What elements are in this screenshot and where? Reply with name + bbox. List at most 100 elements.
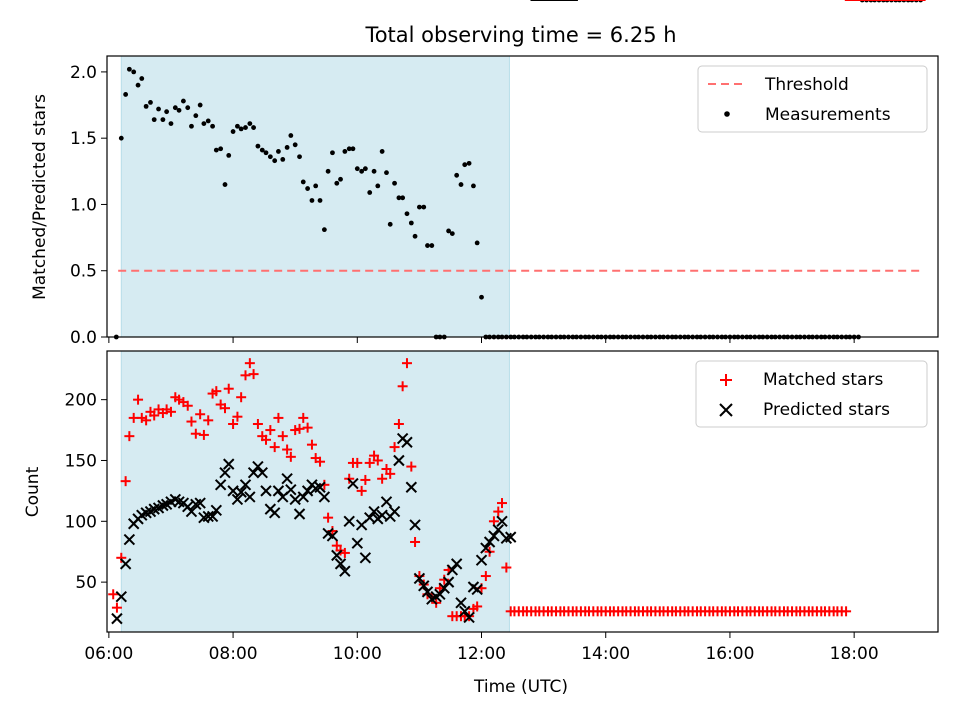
measurement-point	[446, 228, 451, 234]
matched-point	[265, 425, 276, 436]
matched-point	[323, 512, 334, 523]
legend-threshold-label: Threshold	[764, 75, 849, 95]
predicted-point	[293, 508, 306, 520]
measurement-point	[193, 113, 199, 119]
measurement-point	[309, 198, 315, 203]
predicted-point	[235, 486, 247, 498]
measurement-point	[404, 211, 410, 217]
predicted-point	[223, 458, 235, 470]
matched-point	[232, 411, 243, 422]
y-tick-label: 1.0	[70, 195, 97, 215]
measurement-point	[458, 182, 464, 187]
predicted-points	[111, 0, 578, 625]
predicted-point	[488, 530, 500, 542]
measurement-point	[350, 146, 356, 152]
y-tick-label: 1.5	[70, 129, 97, 149]
predicted-point	[115, 591, 127, 603]
predicted-point	[301, 485, 314, 497]
predicted-point	[157, 499, 169, 512]
measurement-point	[201, 121, 207, 126]
predicted-point	[314, 481, 326, 493]
predicted-point	[206, 510, 219, 523]
matched-point	[111, 602, 122, 613]
measurement-point	[396, 195, 402, 201]
matched-point	[203, 415, 214, 426]
y-tick-label: 2.0	[70, 63, 97, 83]
matched-point	[356, 485, 367, 496]
measurement-point	[235, 123, 240, 129]
matched-point	[133, 394, 144, 405]
matched-point	[277, 431, 288, 442]
measurement-point	[210, 123, 215, 129]
predicted-point	[281, 473, 293, 485]
matched-point	[236, 392, 247, 403]
y-tick-label: 0.0	[70, 328, 97, 348]
predicted-point	[285, 483, 297, 496]
predicted-point	[450, 558, 463, 570]
shaded-span-rect	[120, 55, 510, 338]
predicted-point	[331, 549, 343, 562]
measurement-point	[321, 227, 327, 233]
x-tick-label: 06:00	[84, 644, 133, 664]
ratio-legend: Threshold Measurements	[697, 65, 928, 133]
x-tick-label: 14:00	[581, 644, 630, 664]
matched-point	[124, 431, 135, 442]
matched-point	[406, 461, 417, 472]
measurement-point	[417, 204, 422, 210]
predicted-point	[244, 491, 256, 503]
measurement-point	[392, 180, 397, 186]
matched-point	[377, 473, 388, 484]
predicted-point	[413, 572, 426, 585]
measurement-point	[471, 183, 476, 189]
measurement-point	[222, 182, 228, 187]
matched-point	[269, 442, 280, 453]
measurement-point	[387, 221, 393, 227]
measurement-point	[429, 243, 435, 248]
matched-point	[290, 425, 301, 436]
legend-matched-label: Matched stars	[763, 370, 883, 390]
predicted-point	[504, 531, 517, 543]
matched-point	[319, 479, 330, 490]
matched-point	[116, 552, 127, 563]
matched-points	[108, 0, 926, 622]
predicted-point	[260, 485, 272, 497]
x-tick-label: 18:00	[830, 644, 879, 664]
x-tick-label: 10:00	[333, 644, 382, 664]
predicted-point	[239, 479, 252, 491]
predicted-point	[268, 507, 281, 519]
x-tick-label: 16:00	[705, 644, 754, 664]
measurement-point	[168, 121, 174, 126]
measurement-point	[288, 133, 294, 138]
ratio-x-ticks	[108, 337, 855, 343]
predicted-point	[119, 558, 132, 570]
measurement-point	[330, 150, 335, 156]
measurement-point	[230, 129, 236, 134]
predicted-point	[252, 460, 264, 473]
measurement-point	[151, 117, 157, 123]
matched-point	[195, 409, 206, 420]
measurement-point	[267, 154, 273, 160]
x-tick-label: 08:00	[209, 644, 258, 664]
measurement-point	[118, 135, 124, 141]
measurement-point	[449, 231, 455, 237]
predicted-point	[351, 537, 364, 549]
legend-matched-swatch	[720, 374, 732, 386]
predicted-point	[401, 436, 413, 448]
measurement-point	[126, 66, 132, 72]
predicted-point	[318, 491, 331, 503]
matched-point	[182, 400, 193, 411]
measurement-point	[462, 162, 468, 168]
measurement-point	[313, 183, 319, 189]
predicted-point	[459, 605, 471, 618]
predicted-point	[388, 505, 401, 518]
predicted-point	[185, 505, 198, 518]
predicted-point	[219, 466, 231, 479]
matched-point	[352, 457, 363, 468]
legend-predicted-swatch	[719, 403, 733, 417]
count-frame	[106, 350, 939, 633]
ratio-y-axis-label: Matched/Predicted stars	[30, 94, 50, 300]
predicted-point	[359, 552, 372, 564]
matched-point	[393, 418, 404, 429]
measurement-point	[213, 147, 219, 153]
matched-point	[372, 455, 383, 466]
